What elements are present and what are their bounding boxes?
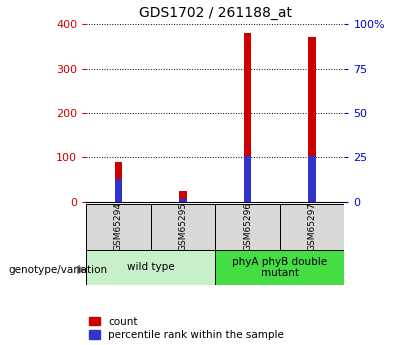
Legend: count, percentile rank within the sample: count, percentile rank within the sample xyxy=(89,317,284,340)
Polygon shape xyxy=(78,266,85,273)
Bar xyxy=(308,156,316,202)
Title: GDS1702 / 261188_at: GDS1702 / 261188_at xyxy=(139,6,292,20)
Text: phyA phyB double
mutant: phyA phyB double mutant xyxy=(232,257,327,278)
Bar xyxy=(115,162,122,202)
FancyBboxPatch shape xyxy=(86,204,151,250)
Text: GSM65294: GSM65294 xyxy=(114,202,123,252)
Text: GSM65296: GSM65296 xyxy=(243,202,252,252)
Bar xyxy=(244,33,252,202)
Bar xyxy=(244,156,252,202)
Text: GSM65297: GSM65297 xyxy=(307,202,317,252)
FancyBboxPatch shape xyxy=(86,250,215,285)
Bar xyxy=(308,37,316,202)
Text: genotype/variation: genotype/variation xyxy=(8,265,108,275)
Bar xyxy=(115,179,122,202)
Text: GSM65295: GSM65295 xyxy=(178,202,187,252)
Bar xyxy=(179,199,187,202)
FancyBboxPatch shape xyxy=(280,204,344,250)
Text: wild type: wild type xyxy=(127,263,174,272)
FancyBboxPatch shape xyxy=(215,250,344,285)
FancyBboxPatch shape xyxy=(151,204,215,250)
FancyBboxPatch shape xyxy=(215,204,280,250)
Bar xyxy=(179,191,187,202)
